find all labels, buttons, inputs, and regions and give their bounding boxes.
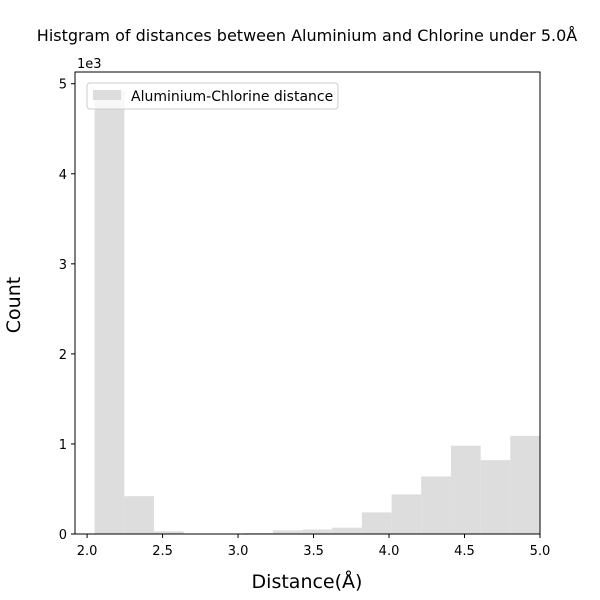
y-axis-label: Count	[3, 277, 25, 333]
y-axis-multiplier: 1e3	[77, 57, 102, 72]
x-tick-label: 4.0	[379, 544, 400, 559]
x-axis-ticks: 2.0 2.5 3.0 3.5 4.0 4.5 5.0	[77, 534, 551, 559]
x-tick-label: 4.5	[454, 544, 475, 559]
histogram-bar	[302, 529, 333, 534]
legend-swatch	[93, 90, 121, 100]
y-tick-label: 2	[59, 348, 67, 363]
y-tick-label: 3	[59, 258, 67, 273]
histogram-bar	[450, 445, 481, 534]
legend: Aluminium-Chlorine distance	[86, 82, 339, 110]
histogram-bar	[94, 90, 125, 534]
histogram-bar	[332, 527, 362, 534]
x-tick-label: 3.5	[303, 544, 324, 559]
histogram-bar	[421, 476, 451, 534]
legend-box	[86, 82, 339, 110]
bars-group	[94, 90, 540, 534]
chart-title: Histgram of distances between Aluminium …	[37, 26, 577, 45]
y-tick-label: 1	[59, 438, 67, 453]
histogram-bar	[272, 530, 303, 534]
x-tick-label: 5.0	[530, 544, 551, 559]
histogram-bar	[361, 512, 392, 534]
histogram-bar	[510, 435, 540, 534]
histogram-bar	[480, 460, 511, 534]
legend-entry-label: Aluminium-Chlorine distance	[131, 89, 333, 105]
y-tick-label: 0	[59, 528, 67, 543]
x-tick-label: 2.5	[152, 544, 173, 559]
y-tick-label: 5	[59, 78, 67, 93]
histogram-bar	[391, 494, 422, 534]
x-tick-label: 2.0	[77, 544, 98, 559]
histogram-bar	[124, 496, 154, 534]
x-axis-label: Distance(Å)	[252, 570, 363, 593]
y-tick-label: 4	[59, 168, 67, 183]
x-tick-label: 3.0	[228, 544, 249, 559]
plot-frame	[74, 71, 541, 535]
histogram-bar	[153, 531, 184, 534]
y-axis-ticks: 0 1 2 3 4 5	[59, 78, 75, 543]
